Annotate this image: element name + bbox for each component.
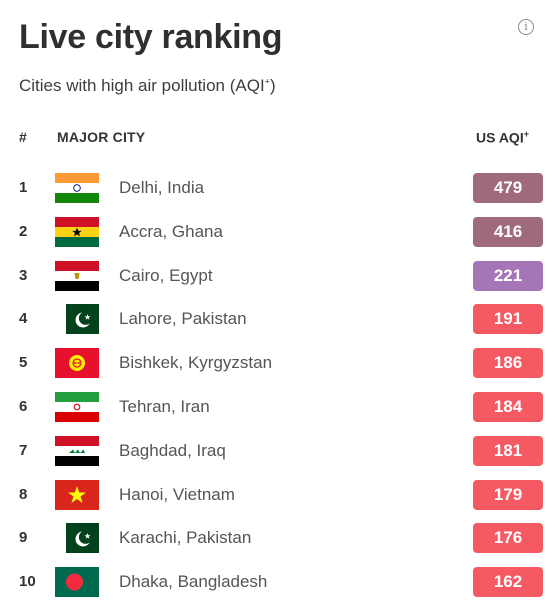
city-name[interactable]: Cairo, Egypt [119,265,213,285]
kyrgyzstan-flag-icon [55,348,99,379]
table-row[interactable]: 10 Dhaka, Bangladesh 162 [0,560,555,604]
table-row[interactable]: 8 Hanoi, Vietnam 179 [0,473,555,517]
pakistan-flag-icon [55,304,99,335]
aqi-badge: 479 [473,173,543,203]
city-name[interactable]: Dhaka, Bangladesh [119,572,268,592]
aqi-badge: 416 [473,216,543,247]
rank-number: 7 [19,441,28,459]
table-row[interactable]: 2 Accra, Ghana 416 [0,210,555,254]
column-header-aqi: US AQI+ [476,129,529,146]
aqi-badge: 176 [473,523,543,554]
page-subtitle: Cities with high air pollution (AQI+) [19,76,276,95]
rank-number: 6 [19,398,28,415]
city-name[interactable]: Bishkek, Kyrgyzstan [119,353,273,373]
table-row[interactable]: 4 Lahore, Pakistan 191 [0,297,555,341]
rank-number: 1 [19,179,28,196]
page-title: Live city ranking [19,18,283,56]
vietnam-flag-icon [55,479,99,510]
iran-flag-icon [55,392,99,422]
rank-number: 3 [19,266,28,284]
rank-number: 8 [19,485,28,503]
rank-number: 2 [19,222,28,240]
rank-number: 4 [19,310,28,328]
table-row[interactable]: 1 Delhi, India 479 [0,166,555,210]
table-row[interactable]: 3 Cairo, Egypt 221 [0,254,555,298]
table-row[interactable]: 7 Baghdad, Iraq 181 [0,429,555,473]
city-name[interactable]: Tehran, Iran [119,397,210,416]
aqi-badge: 162 [473,567,543,598]
rank-number: 9 [19,529,28,547]
pakistan-flag-icon [55,523,99,554]
aqi-badge: 184 [473,392,543,422]
city-name[interactable]: Hanoi, Vietnam [119,484,235,504]
bangladesh-flag-icon [55,567,99,598]
aqi-badge: 186 [473,348,543,379]
city-name[interactable]: Delhi, India [119,178,205,197]
aqi-badge: 181 [473,435,543,466]
egypt-flag-icon [55,260,99,291]
city-name[interactable]: Lahore, Pakistan [119,309,247,329]
table-row[interactable]: 5 Bishkek, Kyrgyzstan 186 [0,341,555,385]
iraq-flag-icon [55,435,99,466]
rank-number: 10 [19,573,36,591]
city-name[interactable]: Karachi, Pakistan [119,528,252,548]
ghana-flag-icon [55,216,99,247]
table-row[interactable]: 6 Tehran, Iran 184 [0,385,555,429]
aqi-badge: 221 [473,260,543,291]
table-row[interactable]: 9 Karachi, Pakistan 176 [0,516,555,560]
info-icon[interactable]: i [518,19,534,35]
aqi-badge: 191 [473,304,543,335]
rank-number: 5 [19,354,28,372]
india-flag-icon [55,173,99,203]
column-header-city: MAJOR CITY [57,129,146,145]
aqi-badge: 179 [473,479,543,510]
column-header-rank: # [19,129,27,145]
city-name[interactable]: Accra, Ghana [119,221,223,241]
city-name[interactable]: Baghdad, Iraq [119,440,226,460]
